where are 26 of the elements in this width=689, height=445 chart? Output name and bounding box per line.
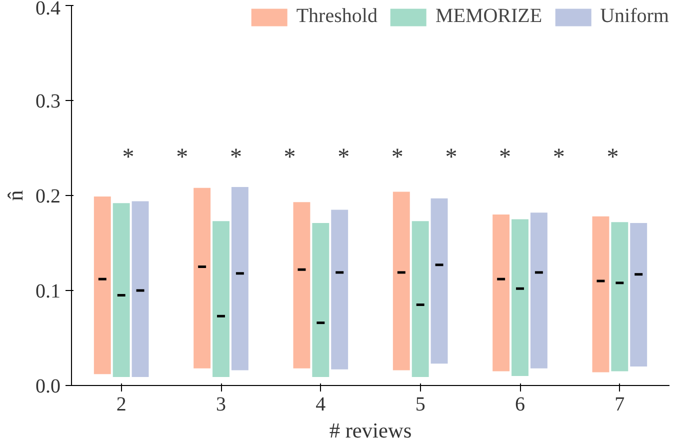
- x-tick-label: 6: [515, 394, 525, 416]
- annotation: *: [176, 144, 188, 170]
- annotation: *: [284, 144, 296, 170]
- annotation: *: [445, 144, 458, 170]
- legend-label: Uniform: [600, 5, 669, 28]
- y-axis-title: n̂: [4, 190, 28, 201]
- annotation: *: [230, 144, 242, 170]
- x-tick-label: 5: [415, 394, 426, 416]
- x-tick-label: 2: [116, 394, 126, 416]
- annotation: *: [122, 144, 134, 170]
- annotation: *: [606, 144, 619, 170]
- legend-label: MEMORIZE: [435, 5, 542, 28]
- y-tick-label: 0.2: [36, 186, 60, 208]
- x-tick-label: 7: [614, 394, 625, 416]
- annotation: *: [391, 144, 404, 170]
- annotation: *: [552, 144, 565, 170]
- legend-label: Threshold: [296, 5, 378, 28]
- y-tick-label: 0.3: [36, 90, 60, 112]
- annotation: *: [499, 144, 512, 170]
- y-tick-label: 0.4: [36, 0, 60, 20]
- x-axis-title: # reviews: [329, 418, 412, 442]
- x-tick-label: 4: [316, 394, 326, 416]
- y-tick-label: 0.1: [36, 280, 60, 302]
- x-tick-label: 3: [216, 394, 226, 416]
- y-tick-label: 0.0: [36, 376, 60, 398]
- annotation: *: [338, 144, 350, 170]
